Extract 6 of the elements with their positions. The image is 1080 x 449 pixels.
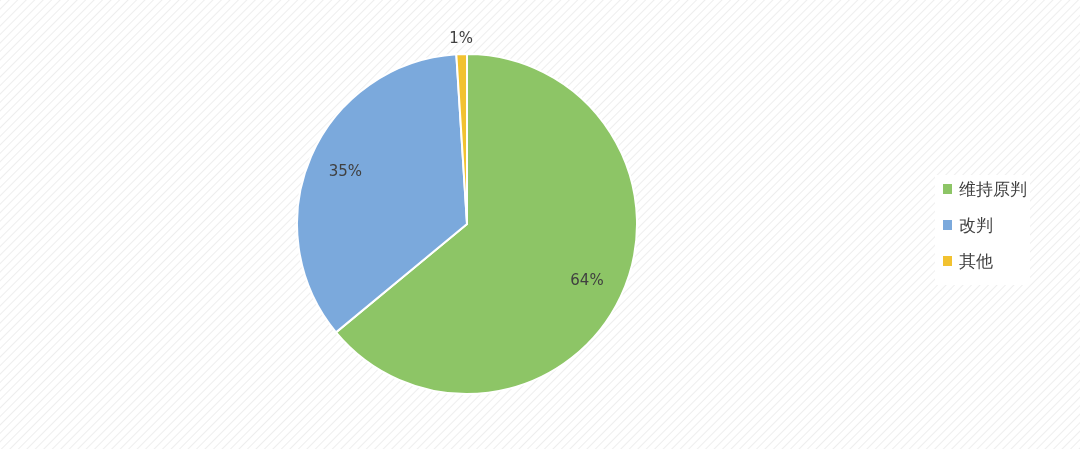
data-label: 64% xyxy=(570,271,604,290)
legend-label: 维持原判 xyxy=(959,179,1027,199)
legend-label: 其他 xyxy=(959,251,993,271)
data-label: 1% xyxy=(449,29,474,48)
data-label: 35% xyxy=(328,162,362,181)
legend-label: 改判 xyxy=(959,215,993,235)
